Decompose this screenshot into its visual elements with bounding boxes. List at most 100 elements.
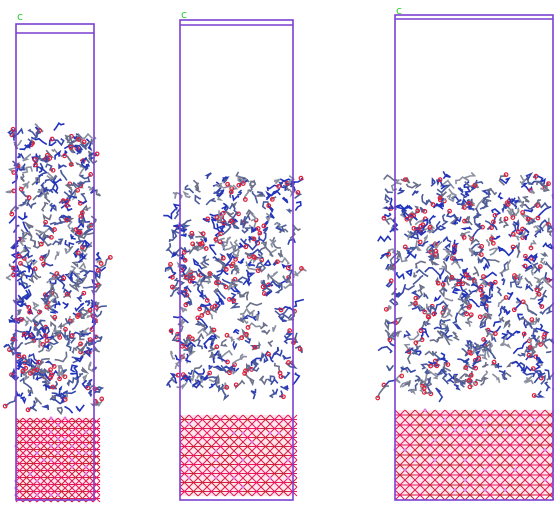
- metal-atom: [188, 468, 191, 471]
- molecule-bond: [80, 270, 88, 274]
- molecule-bond: [65, 407, 73, 413]
- molecule-bond: [523, 372, 535, 377]
- molecule-bond: [177, 383, 187, 388]
- molecule-bond: [451, 261, 460, 268]
- molecule-bond: [436, 388, 442, 402]
- molecule-bond: [222, 203, 227, 210]
- metal-atom: [215, 459, 218, 462]
- molecule-bond: [260, 376, 267, 384]
- metal-atom: [504, 429, 507, 432]
- molecule-bond: [534, 263, 538, 273]
- molecule-bond: [294, 300, 304, 307]
- metal-atom: [544, 449, 547, 452]
- molecule-bond: [31, 237, 36, 247]
- metal-atom: [414, 459, 417, 462]
- molecule-bond: [425, 268, 440, 276]
- oxygen-atom: [492, 242, 496, 246]
- oxygen-atom: [492, 360, 496, 364]
- metal-atom: [464, 479, 467, 482]
- molecule-bond: [415, 261, 426, 267]
- molecule-bond: [188, 370, 192, 375]
- molecule-bond: [475, 180, 483, 184]
- metal-atom: [29, 473, 32, 476]
- oxygen-atom: [282, 395, 286, 399]
- oxygen-atom: [11, 127, 15, 131]
- oxygen-atom: [414, 341, 418, 345]
- metal-atom: [85, 452, 88, 455]
- metal-atom: [454, 489, 457, 492]
- oxygen-atom: [222, 256, 226, 260]
- molecule-bond: [295, 202, 301, 211]
- molecule-bond: [194, 260, 202, 269]
- molecule-bond: [378, 236, 391, 241]
- molecule-bond: [163, 209, 175, 218]
- molecule-bond: [545, 382, 549, 391]
- metal-atom: [287, 459, 290, 462]
- molecule-bond: [473, 267, 479, 277]
- molecule-bond: [431, 260, 437, 265]
- molecule-bond: [453, 314, 458, 324]
- metal-atom: [188, 459, 191, 462]
- molecule-bond: [454, 385, 459, 390]
- molecule-bond: [492, 374, 499, 383]
- molecule-bond: [429, 216, 435, 224]
- molecule-bond: [524, 197, 530, 202]
- molecule-layer: [3, 123, 554, 502]
- crystal-bond: [23, 495, 30, 502]
- molecule-bond: [405, 286, 415, 290]
- metal-atom: [464, 459, 467, 462]
- molecule-bond: [464, 227, 471, 230]
- molecule-bond: [59, 165, 66, 168]
- oxygen-atom: [224, 285, 228, 289]
- oxygen-atom: [244, 245, 248, 249]
- metal-atom: [484, 429, 487, 432]
- metal-atom: [534, 419, 537, 422]
- molecule-bond: [222, 389, 229, 399]
- crystal-bond: [86, 495, 93, 502]
- molecule-bond: [505, 309, 510, 314]
- oxygen-atom: [198, 307, 202, 311]
- molecule-bond: [23, 154, 31, 161]
- oxygen-atom: [429, 364, 433, 368]
- molecule-bond: [283, 355, 291, 359]
- molecule-bond: [387, 365, 394, 370]
- molecule-bond: [65, 240, 74, 246]
- oxygen-atom: [464, 273, 468, 277]
- molecule-bond: [412, 191, 418, 196]
- oxygen-atom: [389, 279, 393, 283]
- molecule-bond: [462, 349, 469, 356]
- metal-atom: [71, 459, 74, 462]
- metal-atom: [36, 445, 39, 448]
- metal-atom: [50, 417, 53, 420]
- molecule-bond: [232, 303, 240, 307]
- oxygen-atom: [3, 404, 7, 408]
- simulation-snapshots: c c c: [0, 0, 554, 505]
- oxygen-atom: [49, 368, 53, 372]
- molecule-bond: [463, 360, 468, 364]
- molecule-bond: [282, 197, 287, 203]
- molecule-bond: [284, 282, 294, 289]
- molecule-bond: [395, 284, 405, 297]
- molecule-bond: [405, 331, 410, 337]
- molecule-bond: [497, 287, 502, 296]
- molecule-bond: [270, 390, 274, 398]
- metal-atom: [484, 489, 487, 492]
- metal-atom: [404, 469, 407, 472]
- molecule-bond: [42, 381, 46, 382]
- molecule-bond: [455, 324, 461, 329]
- molecule-bond: [541, 290, 547, 299]
- molecule-bond: [233, 195, 239, 200]
- oxygen-atom: [511, 245, 515, 249]
- molecule-bond: [198, 340, 202, 350]
- molecule-bond: [494, 322, 500, 327]
- oxygen-atom: [82, 291, 86, 295]
- molecule-bond: [251, 389, 255, 399]
- molecule-bond: [248, 273, 253, 283]
- oxygen-atom: [51, 169, 55, 173]
- molecule-bond: [268, 341, 273, 347]
- oxygen-atom: [516, 230, 520, 234]
- molecule-bond: [486, 273, 497, 278]
- metal-atom: [78, 452, 81, 455]
- metal-atom: [504, 489, 507, 492]
- metal-atom: [50, 445, 53, 448]
